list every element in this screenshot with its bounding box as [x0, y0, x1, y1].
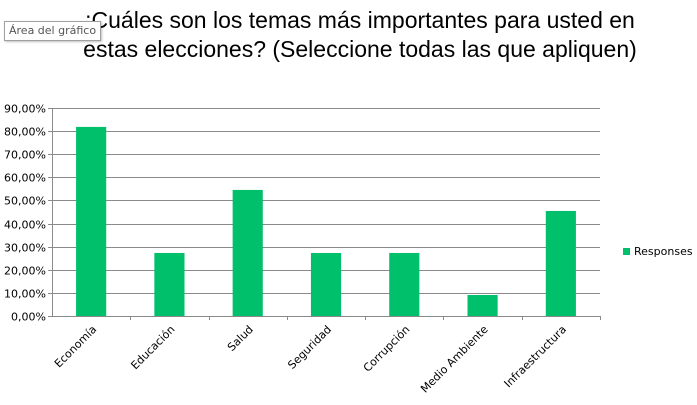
- bar: [545, 210, 576, 316]
- legend: Responses: [623, 245, 693, 258]
- x-tick-label: Infraestructura: [502, 323, 569, 390]
- bar: [154, 252, 185, 316]
- bar: [232, 189, 263, 316]
- bar: [310, 252, 342, 316]
- y-tick-label: 0,00%: [11, 311, 46, 324]
- bar: [467, 294, 498, 316]
- y-tick-label: 20,00%: [4, 265, 46, 278]
- y-tick-label: 30,00%: [4, 242, 46, 255]
- chart-area-tooltip: Área del gráfico: [4, 21, 102, 41]
- y-tick-label: 40,00%: [4, 219, 46, 232]
- x-tick-label: Corrupción: [361, 323, 413, 375]
- x-tick-label: Salud: [225, 323, 256, 354]
- legend-label: Responses: [634, 245, 693, 258]
- y-tick-label: 60,00%: [4, 172, 46, 185]
- y-tick-label: 90,00%: [4, 103, 46, 116]
- x-tick-label: Seguridad: [285, 323, 334, 372]
- y-tick-label: 70,00%: [4, 149, 46, 162]
- legend-swatch: [623, 248, 630, 255]
- x-tick-label: Economía: [52, 323, 99, 370]
- bar: [389, 252, 420, 316]
- chart-title: :Cuáles son los temas más importantes pa…: [83, 7, 637, 62]
- y-tick-label: 10,00%: [4, 288, 46, 301]
- bar: [76, 126, 107, 316]
- x-tick-label: Educación: [128, 323, 177, 372]
- y-tick-label: 80,00%: [4, 126, 46, 139]
- x-tick-label: Medio Ambiente: [418, 323, 491, 396]
- y-tick-label: 50,00%: [4, 195, 46, 208]
